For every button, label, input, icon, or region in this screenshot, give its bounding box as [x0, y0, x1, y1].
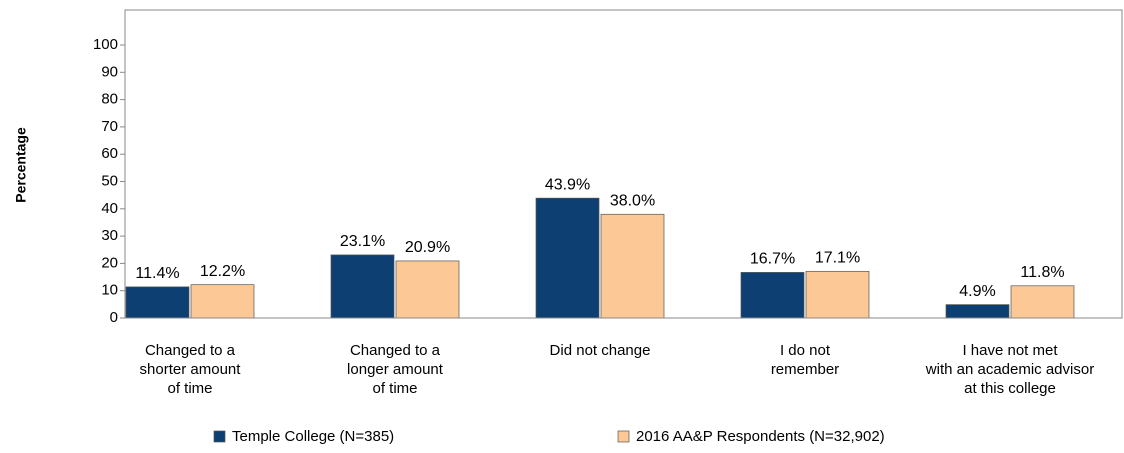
x-tick-label: of time: [167, 380, 212, 397]
bar: [125, 286, 190, 319]
x-tick-label: Did not change: [550, 342, 651, 359]
y-tick-label: 20: [101, 254, 118, 271]
y-tick-label: 10: [101, 282, 118, 299]
value-label: 17.1%: [815, 250, 860, 267]
y-tick-label: 100: [93, 36, 118, 53]
x-tick-label: Changed to a: [350, 342, 441, 359]
value-label: 11.8%: [1020, 264, 1064, 281]
value-label: 38.0%: [610, 192, 655, 209]
y-tick-label: 30: [101, 227, 118, 244]
y-tick-label: 60: [101, 145, 118, 162]
x-tick-label: of time: [372, 380, 417, 397]
value-label: 20.9%: [405, 239, 450, 256]
x-tick-label: I do not: [780, 342, 831, 359]
x-tick-label: I have not met: [962, 342, 1058, 359]
y-tick-label: 80: [101, 91, 118, 108]
bar: [805, 270, 870, 319]
x-tick-label: remember: [771, 361, 839, 378]
value-label: 4.9%: [959, 283, 995, 300]
x-tick-label: with an academic advisor: [925, 361, 1094, 378]
x-tick-label: longer amount: [347, 361, 444, 378]
bar: [330, 254, 395, 319]
x-tick-label: Changed to a: [145, 342, 236, 359]
legend-swatch: [213, 430, 226, 443]
bar: [190, 284, 255, 319]
value-label: 11.4%: [135, 265, 179, 282]
value-label: 23.1%: [340, 233, 385, 250]
legend-label: Temple College (N=385): [232, 428, 394, 445]
bar: [945, 304, 1010, 319]
value-label: 43.9%: [545, 176, 590, 193]
y-tick-label: 90: [101, 63, 118, 80]
bar: [740, 272, 805, 319]
legend-label: 2016 AA&P Respondents (N=32,902): [636, 428, 885, 445]
x-tick-label: shorter amount: [140, 361, 242, 378]
legend-swatch: [617, 430, 630, 443]
value-label: 12.2%: [200, 263, 245, 280]
bar: [600, 213, 665, 319]
bar: [395, 260, 460, 319]
y-axis-label: Percentage: [13, 127, 29, 203]
x-tick-label: at this college: [964, 380, 1056, 397]
y-tick-label: 40: [101, 200, 118, 217]
y-tick-label: 50: [101, 172, 118, 189]
bar: [535, 197, 600, 319]
value-label: 16.7%: [750, 251, 795, 268]
bar: [1010, 285, 1075, 319]
y-tick-label: 70: [101, 118, 118, 135]
y-tick-label: 0: [110, 309, 118, 326]
